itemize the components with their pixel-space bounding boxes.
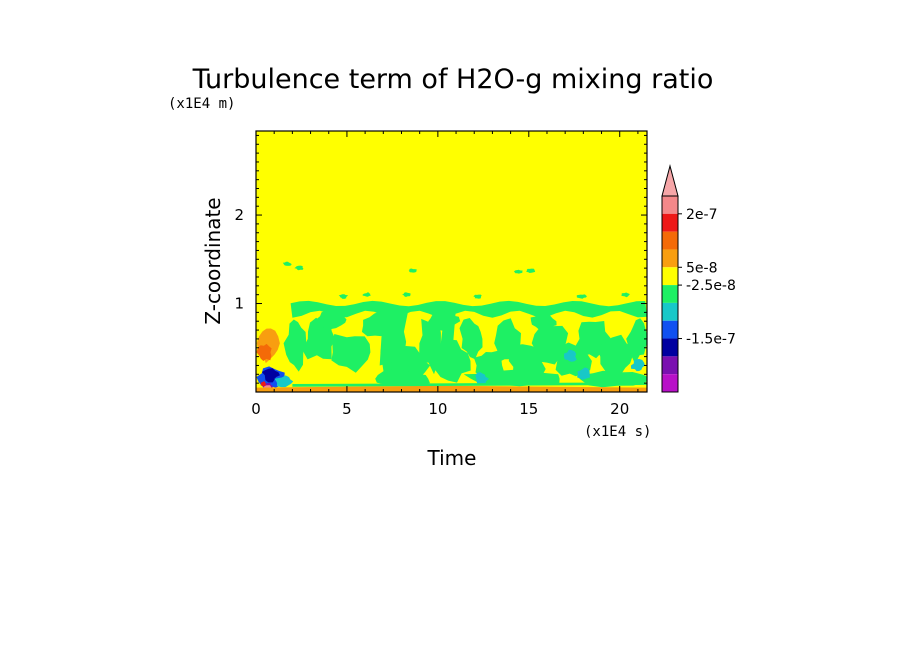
- plot-frame: [255, 130, 648, 393]
- colorbar-label: 2e-7: [686, 207, 717, 223]
- green-speck: [282, 261, 292, 266]
- green-streak: [459, 318, 483, 360]
- cyan-patch: [564, 349, 577, 362]
- x-tick-label: 0: [251, 400, 261, 418]
- green-speck: [408, 268, 418, 273]
- colorbar-swatch: [662, 267, 678, 286]
- green-streak: [596, 334, 636, 379]
- plot-area: 0 5 10 15 20 1 2: [234, 130, 648, 418]
- colorbar-swatch: [662, 285, 678, 303]
- colorbar-swatch: [662, 356, 678, 375]
- green-streak: [331, 334, 371, 373]
- chart-title: Turbulence term of H2O-g mixing ratio: [192, 64, 714, 95]
- colorbar-swatch: [662, 320, 678, 339]
- cyan-patch: [475, 372, 489, 386]
- colorbar-swatch: [662, 213, 678, 232]
- green-streak: [530, 311, 557, 331]
- red-region: [260, 381, 266, 387]
- green-shear: [439, 307, 456, 353]
- surface-layer: [256, 385, 647, 392]
- cyan-patch: [630, 359, 645, 372]
- green-speck: [362, 292, 371, 297]
- near-surface-green: [292, 382, 647, 387]
- y-tick-label: 2: [234, 206, 244, 224]
- x-tick-label: 20: [610, 400, 629, 418]
- colorbar-swatch: [662, 249, 678, 268]
- green-streak: [375, 369, 430, 386]
- green-speck: [473, 294, 482, 299]
- x-tick-label: 10: [428, 400, 447, 418]
- green-shear: [379, 307, 409, 366]
- colorbar-swatch: [662, 338, 678, 357]
- green-speck: [402, 292, 411, 297]
- colorbar-frame: [661, 195, 679, 393]
- x-tick-label: 15: [519, 400, 538, 418]
- green-streak: [283, 319, 307, 372]
- colorbar-swatch: [662, 196, 678, 214]
- x-tick-label: 5: [342, 400, 352, 418]
- cyan-region: [274, 375, 294, 388]
- y-tick-label: 1: [234, 295, 244, 313]
- colorbar-swatch: [662, 374, 678, 392]
- colorbar-extend-arrow: [661, 164, 679, 197]
- x-unit-label: (x1E4 s): [584, 424, 651, 440]
- axis-ticks: 0 5 10 15 20 1 2: [234, 131, 647, 418]
- colorbar-swatch: [662, 231, 678, 250]
- colorbar-label: -2.5e-8: [686, 278, 736, 294]
- navy-region: [261, 368, 280, 383]
- green-speck: [576, 294, 587, 299]
- contour-regions: [256, 261, 647, 392]
- green-streak: [463, 369, 560, 387]
- green-speck: [526, 268, 536, 273]
- green-streak: [316, 310, 347, 330]
- y-axis-label: Z-coordinate: [201, 197, 225, 324]
- y-unit-label: (x1E4 m): [168, 96, 235, 112]
- green-speck: [513, 269, 523, 274]
- green-speck: [338, 294, 349, 299]
- green-speck: [621, 292, 630, 298]
- x-axis-label: Time: [427, 446, 477, 470]
- green-streak: [626, 318, 647, 364]
- dark-orange-region: [256, 343, 272, 361]
- green-speck: [294, 265, 304, 271]
- cyan-patch: [577, 367, 590, 380]
- green-streak: [419, 315, 444, 375]
- colorbar-label: -1.5e-7: [686, 332, 736, 348]
- colorbar-swatch: [662, 302, 678, 321]
- colorbar-label: 5e-8: [686, 260, 717, 276]
- colorbar: 2e-7 5e-8 -2.5e-8 -1.5e-7: [661, 164, 736, 393]
